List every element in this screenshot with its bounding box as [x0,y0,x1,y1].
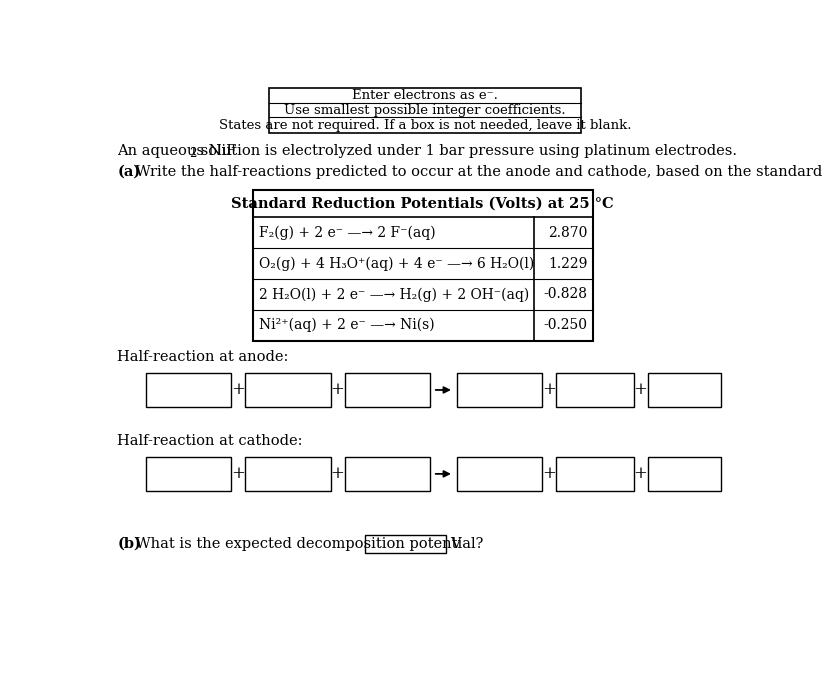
Text: +: + [231,382,245,398]
Text: +: + [633,465,647,482]
Bar [146,457,231,491]
Bar [269,88,581,133]
Text: 2 H₂O(l) + 2 e⁻ —→ H₂(g) + 2 OH⁻(aq): 2 H₂O(l) + 2 e⁻ —→ H₂(g) + 2 OH⁻(aq) [259,288,529,302]
Text: +: + [633,382,647,398]
Text: +: + [542,465,556,482]
Text: V: V [449,537,460,551]
Bar [457,373,542,407]
Text: F₂(g) + 2 e⁻ —→ 2 F⁻(aq): F₂(g) + 2 e⁻ —→ 2 F⁻(aq) [259,225,435,240]
Text: -0.828: -0.828 [543,288,587,301]
Text: Write the half-reactions predicted to occur at the anode and cathode, based on t: Write the half-reactions predicted to oc… [131,165,827,179]
Text: What is the expected decomposition potential?: What is the expected decomposition poten… [131,537,483,551]
Text: +: + [330,465,344,482]
Bar [556,457,633,491]
Text: Standard Reduction Potentials (Volts) at 25 °C: Standard Reduction Potentials (Volts) at… [232,197,614,210]
Bar [556,373,633,407]
Bar [344,373,429,407]
Text: O₂(g) + 4 H₃O⁺(aq) + 4 e⁻ —→ 6 H₂O(l): O₂(g) + 4 H₃O⁺(aq) + 4 e⁻ —→ 6 H₂O(l) [259,257,534,271]
Bar [647,457,720,491]
Text: +: + [542,382,556,398]
Text: solution is electrolyzed under 1 bar pressure using platinum electrodes.: solution is electrolyzed under 1 bar pre… [196,144,737,158]
Text: Ni²⁺(aq) + 2 e⁻ —→ Ni(s): Ni²⁺(aq) + 2 e⁻ —→ Ni(s) [259,318,434,333]
Text: 2: 2 [189,147,197,160]
Text: Enter electrons as e⁻.: Enter electrons as e⁻. [351,89,498,102]
Text: 1.229: 1.229 [547,257,587,270]
Text: 2.870: 2.870 [547,226,587,240]
Bar [146,373,231,407]
Text: Half-reaction at anode:: Half-reaction at anode: [117,350,289,364]
Bar [344,457,429,491]
Bar [253,190,592,341]
Text: +: + [330,382,344,398]
Text: (b): (b) [117,537,141,551]
Text: -0.250: -0.250 [543,318,587,333]
Text: Half-reaction at cathode:: Half-reaction at cathode: [117,434,303,448]
Bar [245,373,330,407]
Bar [457,457,542,491]
Text: Use smallest possible integer coefficients.: Use smallest possible integer coefficien… [284,104,565,117]
Text: States are not required. If a box is not needed, leave it blank.: States are not required. If a box is not… [218,119,631,132]
Text: +: + [231,465,245,482]
Bar [364,535,446,553]
Text: (a): (a) [117,165,141,179]
Bar [245,457,330,491]
Bar [647,373,720,407]
Text: An aqueous NiF: An aqueous NiF [117,144,237,158]
